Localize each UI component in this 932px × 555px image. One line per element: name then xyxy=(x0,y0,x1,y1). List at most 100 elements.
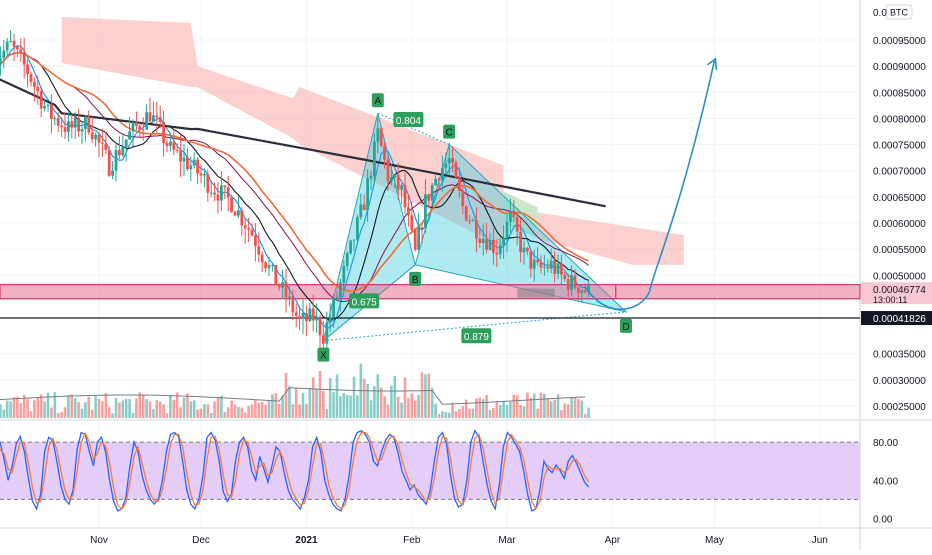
volume-bar xyxy=(220,395,223,418)
volume-bar xyxy=(46,392,50,418)
volume-bar xyxy=(427,373,431,418)
candle-body xyxy=(505,221,509,239)
candle xyxy=(512,200,516,222)
price-tick-label: 0.00035000 xyxy=(873,350,926,361)
candle xyxy=(220,171,223,212)
time-tick-label: Mar xyxy=(498,535,516,546)
candle-body xyxy=(145,112,148,130)
point-label-text: C xyxy=(446,128,453,139)
volume-bar xyxy=(2,409,6,418)
volume-bar xyxy=(478,397,482,418)
volume-bar xyxy=(216,396,220,418)
candle xyxy=(498,237,502,260)
volume-bar xyxy=(257,402,261,418)
volume-bar xyxy=(522,406,526,418)
candle xyxy=(284,268,288,313)
candle xyxy=(121,133,125,158)
candle xyxy=(243,218,247,244)
point-label-text: D xyxy=(622,322,629,333)
time-tick-label: Nov xyxy=(90,535,108,546)
volume-bar xyxy=(128,399,131,418)
candle-body xyxy=(522,247,526,253)
volume-bar xyxy=(468,408,471,418)
candle xyxy=(471,218,475,222)
candle-body xyxy=(305,312,308,322)
candle xyxy=(240,207,244,237)
volume-bar xyxy=(77,401,80,418)
volume-bar xyxy=(403,377,407,418)
volume-bar xyxy=(485,395,488,418)
candle xyxy=(556,254,560,279)
volume-bar xyxy=(90,409,94,418)
candle-body xyxy=(556,263,560,274)
candle xyxy=(182,143,186,176)
point-label-b: B xyxy=(409,271,422,286)
candle-body xyxy=(512,211,516,218)
volume-bar xyxy=(175,392,179,418)
volume-bar xyxy=(407,398,410,418)
candle-body xyxy=(2,50,6,59)
volume-bar xyxy=(311,377,315,418)
volume-bar xyxy=(294,388,298,418)
unit-badge[interactable] xyxy=(885,4,913,20)
volume-bar xyxy=(410,393,414,418)
candle xyxy=(264,261,267,273)
candle-body xyxy=(437,178,441,181)
volume-bar xyxy=(284,372,288,418)
point-label-bg xyxy=(409,271,422,286)
candle-body xyxy=(260,254,264,263)
candle-body xyxy=(298,315,301,319)
candle-body xyxy=(77,117,80,132)
current-price-value: 0.00046774 xyxy=(873,285,926,296)
volume-bar xyxy=(345,394,349,418)
candle-body xyxy=(373,141,376,176)
candle-body xyxy=(257,246,261,255)
volume-bar xyxy=(495,401,499,418)
price-tick-label: 0.00055000 xyxy=(873,245,926,256)
candle-body xyxy=(386,159,390,182)
candle-body xyxy=(240,210,244,226)
candle-body xyxy=(155,115,159,118)
support-level-badge xyxy=(861,311,932,326)
volume-bar xyxy=(101,401,104,418)
candle-body xyxy=(454,162,458,178)
candle xyxy=(213,182,216,202)
candle xyxy=(587,280,590,297)
volume-ma-line xyxy=(0,387,586,405)
candle-body xyxy=(118,149,121,156)
point-label-bg xyxy=(371,93,384,108)
candle-body xyxy=(390,177,393,182)
candle xyxy=(383,142,386,169)
candle xyxy=(373,132,376,186)
candle-body xyxy=(366,178,369,211)
volume-bar xyxy=(396,396,400,418)
candle xyxy=(407,194,410,227)
candle-body xyxy=(162,121,165,143)
volume-bar xyxy=(583,413,587,418)
candle xyxy=(566,273,570,300)
volume-bar xyxy=(186,393,189,418)
candle-body xyxy=(529,251,533,269)
candle-body xyxy=(199,173,203,176)
candle-body xyxy=(587,284,590,292)
candle xyxy=(209,181,213,198)
volume-bar xyxy=(213,401,216,418)
volume-bar xyxy=(536,408,539,418)
volume-bar xyxy=(441,411,444,418)
candle xyxy=(529,251,533,278)
ratio-label-text: 0.675 xyxy=(352,297,377,308)
candle xyxy=(155,101,159,133)
candle-body xyxy=(243,225,247,229)
volume-bar xyxy=(298,404,301,418)
candle-body xyxy=(328,316,332,323)
candle xyxy=(294,303,298,328)
candle xyxy=(12,33,16,62)
candle-body xyxy=(475,220,478,239)
price-tick-label: 0.00030000 xyxy=(873,376,926,387)
time-tick-label: Dec xyxy=(192,535,210,546)
volume-bar xyxy=(553,399,556,418)
candle xyxy=(186,147,189,172)
candle xyxy=(199,164,203,184)
